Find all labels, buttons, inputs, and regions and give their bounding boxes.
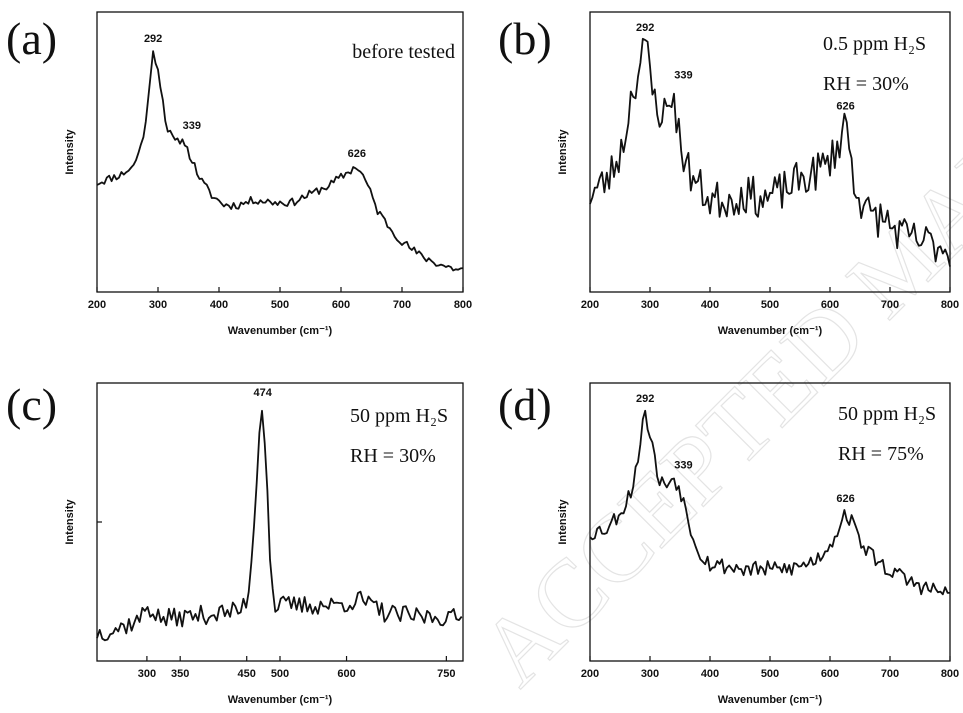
peak-label: 292 — [636, 393, 654, 405]
watermark: ACCEPTED MANUSCRIPT — [459, 0, 963, 705]
peak-label: 626 — [348, 148, 366, 160]
x-tick-label: 200 — [581, 299, 599, 311]
spectrum-trace — [96, 50, 464, 272]
x-tick-label: 200 — [581, 668, 599, 680]
x-tick-label: 300 — [641, 299, 659, 311]
spectrum-trace — [589, 37, 951, 267]
x-tick-label: 700 — [881, 299, 899, 311]
x-tick-label: 300 — [138, 668, 156, 680]
peak-label: 292 — [144, 33, 162, 45]
x-tick-label: 500 — [271, 668, 289, 680]
panel-d: (d) 200 300 400 500 600 700 800 Wavenumber (cm⁻¹… — [498, 379, 959, 706]
peak-label: 474 — [254, 387, 273, 399]
x-tick-label: 400 — [210, 299, 228, 311]
condition-label: RH = 30% — [350, 445, 436, 467]
x-axis-title: Wavenumber (cm⁻¹) — [228, 325, 333, 337]
panel-label: (c) — [6, 379, 57, 430]
x-tick-label: 300 — [149, 299, 167, 311]
panel-label: (a) — [6, 13, 57, 64]
panel-a: (a) 200 300 400 500 600 700 800 Wavenumber (cm⁻¹… — [6, 11, 472, 337]
x-tick-label: 800 — [941, 299, 959, 311]
peak-label: 339 — [183, 120, 201, 132]
x-tick-label: 500 — [271, 299, 289, 311]
condition-label: before tested — [352, 41, 455, 63]
x-tick-label: 600 — [337, 668, 355, 680]
x-axis-title: Wavenumber (cm⁻¹) — [228, 694, 333, 706]
peak-label: 339 — [674, 460, 692, 472]
condition-label: 50 ppm H₂S — [838, 403, 936, 425]
condition-label: RH = 30% — [823, 73, 909, 95]
panel-label: (b) — [498, 13, 552, 64]
x-tick-label: 200 — [88, 299, 106, 311]
peak-label: 626 — [836, 493, 854, 505]
panel-b: (b) 200 300 400 500 600 700 800 Wavenumber (cm⁻¹… — [498, 11, 959, 337]
x-tick-label: 400 — [701, 668, 719, 680]
x-tick-label: 500 — [761, 299, 779, 311]
x-tick-label: 450 — [238, 668, 256, 680]
panel-label: (d) — [498, 379, 552, 430]
x-tick-label: 600 — [821, 668, 839, 680]
y-axis-title: Intensity — [64, 499, 76, 545]
y-axis-title: Intensity — [557, 129, 569, 175]
x-tick-label: 700 — [393, 299, 411, 311]
x-tick-label: 300 — [641, 668, 659, 680]
peak-label: 339 — [674, 70, 692, 82]
x-tick-label: 350 — [171, 668, 189, 680]
x-axis-title: Wavenumber (cm⁻¹) — [718, 694, 823, 706]
x-axis-title: Wavenumber (cm⁻¹) — [718, 325, 823, 337]
spectrum-trace — [589, 409, 951, 596]
condition-label: RH = 75% — [838, 443, 924, 465]
x-tick-label: 800 — [941, 668, 959, 680]
spectrum-trace — [96, 409, 463, 642]
y-axis-title: Intensity — [64, 129, 76, 175]
x-tick-label: 600 — [821, 299, 839, 311]
x-tick-label: 600 — [332, 299, 350, 311]
x-tick-label: 700 — [881, 668, 899, 680]
panel-c: (c) 300 350 450 500 600 750 Wavenumber (cm⁻¹) In… — [6, 379, 464, 706]
x-tick-label: 400 — [701, 299, 719, 311]
condition-label: 0.5 ppm H₂S — [823, 33, 926, 55]
condition-label: 50 ppm H₂S — [350, 405, 448, 427]
x-tick-label: 500 — [761, 668, 779, 680]
x-tick-label: 750 — [437, 668, 455, 680]
peak-label: 626 — [836, 100, 854, 112]
x-tick-label: 800 — [454, 299, 472, 311]
peak-label: 292 — [636, 22, 654, 34]
y-axis-title: Intensity — [557, 499, 569, 545]
